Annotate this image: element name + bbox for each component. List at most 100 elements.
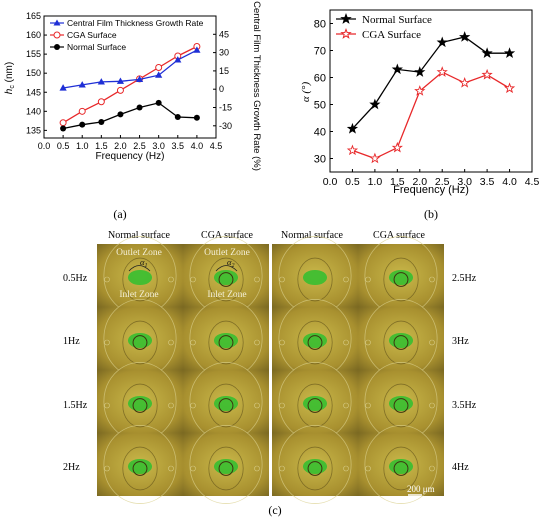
cavitation-ring bbox=[393, 398, 409, 413]
debris-dot bbox=[279, 276, 285, 283]
debris-dot bbox=[168, 402, 174, 409]
panel-b-ytick-label: 80 bbox=[314, 19, 326, 31]
normal-star-point bbox=[503, 47, 516, 58]
debris-dot bbox=[429, 465, 435, 472]
header-cga-right: CGA surface bbox=[373, 230, 425, 241]
debris-dot bbox=[254, 465, 260, 472]
normal-surface-point bbox=[98, 118, 105, 125]
cavitation-ring bbox=[393, 272, 409, 287]
legend-filled-circle-marker bbox=[54, 44, 60, 50]
legend-b-normal-label: Normal Surface bbox=[362, 14, 432, 26]
meniscus-outline bbox=[208, 257, 244, 302]
panel-a-xtick-label: 1.0 bbox=[76, 141, 89, 151]
alpha1-arc bbox=[128, 265, 151, 272]
panel-a-ytick-right-label: 0 bbox=[219, 84, 224, 94]
row-label-right-0: 2.5Hz bbox=[452, 273, 477, 284]
micrograph-tile bbox=[358, 299, 444, 378]
normal-surface-point bbox=[136, 104, 143, 111]
panel-b-ytick-label: 40 bbox=[314, 127, 326, 139]
header-normal-right: Normal surface bbox=[281, 230, 343, 241]
growth-rate-point bbox=[116, 77, 125, 84]
micrograph-tile bbox=[183, 236, 269, 315]
micrograph-tile bbox=[358, 362, 444, 441]
legend-open-star-marker bbox=[340, 27, 352, 39]
micrograph-tile bbox=[272, 236, 358, 315]
inlet-zone-label-cga: Inlet Zone bbox=[207, 290, 246, 300]
cga-star-point bbox=[459, 76, 471, 88]
panel-a-legend: Central Film Thickness Growth Rate CGA S… bbox=[50, 18, 204, 52]
cavitation-ring bbox=[218, 272, 234, 287]
normal-surface-point bbox=[193, 114, 200, 121]
legend-triangle-marker bbox=[53, 19, 61, 26]
panel-a-ytick-right-label: 30 bbox=[219, 48, 229, 58]
growth-rate-point bbox=[97, 78, 105, 85]
alpha1-label: α1 bbox=[140, 257, 147, 269]
cga-star-point bbox=[481, 68, 493, 80]
panel-c-micrographs: Normal surface CGA surface Normal surfac… bbox=[63, 230, 477, 517]
debris-dot bbox=[190, 465, 196, 472]
panel-a-ytick-right-label: -15 bbox=[219, 103, 232, 113]
contact-zone bbox=[388, 458, 414, 475]
panel-a-xtick-label: 4.0 bbox=[191, 141, 204, 151]
panel-a-ytick-right-label: 45 bbox=[219, 29, 229, 39]
meniscus-outline bbox=[297, 383, 333, 428]
contact-zone bbox=[302, 269, 328, 286]
meniscus-outline bbox=[122, 257, 158, 302]
micrograph-tile bbox=[183, 425, 269, 504]
contact-zone bbox=[213, 458, 239, 475]
contact-zone bbox=[213, 332, 239, 349]
panel-a-chart: 0.0 0.5 1.0 1.5 2.0 2.5 3.0 3.5 4.0 4.5 135 140 145… bbox=[4, 1, 262, 171]
meniscus-outline bbox=[208, 446, 244, 491]
normal-star-point bbox=[436, 36, 448, 48]
row-label-left-2: 1.5Hz bbox=[63, 400, 88, 411]
contact-zone bbox=[302, 332, 328, 349]
series-line-normal-surface bbox=[351, 36, 510, 130]
contact-outline bbox=[189, 425, 263, 504]
normal-star-point bbox=[391, 63, 403, 75]
debris-dot bbox=[104, 276, 110, 283]
panel-b-xtick-label: 0.0 bbox=[323, 176, 338, 188]
meniscus-outline bbox=[383, 320, 419, 365]
panel-b-plot-frame bbox=[329, 9, 533, 173]
growth-rate-point bbox=[78, 81, 86, 88]
panel-a-xtick-label: 4.5 bbox=[210, 141, 223, 151]
micrograph-tile bbox=[272, 299, 358, 378]
debris-dot bbox=[254, 402, 260, 409]
row-label-left-3: 2Hz bbox=[63, 462, 80, 473]
debris-dot bbox=[279, 339, 285, 346]
row-label-left-0: 0.5Hz bbox=[63, 273, 88, 284]
debris-dot bbox=[343, 402, 349, 409]
series-line-cga-surface bbox=[352, 71, 510, 160]
cavitation-ring bbox=[307, 398, 323, 413]
panel-b-xtick-label: 2.0 bbox=[412, 176, 427, 188]
panel-a-plot-frame bbox=[43, 15, 217, 139]
micrograph-tile bbox=[358, 425, 444, 504]
meniscus-outline bbox=[383, 446, 419, 491]
debris-dot bbox=[168, 276, 174, 283]
cga-star-point bbox=[346, 144, 359, 156]
panel-b-xtick-label: 2.5 bbox=[435, 176, 450, 188]
panel-a-ytick-left-label: 160 bbox=[26, 30, 41, 40]
normal-surface-point bbox=[79, 121, 86, 128]
contact-zone bbox=[127, 458, 153, 475]
legend-b-cga-label: CGA Surface bbox=[362, 29, 421, 41]
panel-a-ytick-left-label: 145 bbox=[26, 87, 41, 97]
panel-a-xtick-label: 2.5 bbox=[133, 141, 146, 151]
meniscus-outline bbox=[208, 383, 244, 428]
cga-star-point bbox=[369, 152, 381, 164]
debris-dot bbox=[429, 339, 435, 346]
debris-dot bbox=[168, 465, 174, 472]
meniscus-outline bbox=[383, 257, 419, 302]
debris-dot bbox=[104, 402, 110, 409]
contact-zone bbox=[302, 458, 328, 475]
panel-b-ylabel: α (°) bbox=[300, 82, 312, 103]
panel-b-xtick-label: 4.5 bbox=[525, 176, 540, 188]
panel-b-xtick-label: 4.0 bbox=[502, 176, 517, 188]
panel-b-caption: (b) bbox=[424, 207, 438, 221]
panel-b-xtick-label: 1.5 bbox=[390, 176, 405, 188]
legend-cga-label: CGA Surface bbox=[67, 30, 117, 40]
contact-zone bbox=[213, 395, 239, 412]
meniscus-outline bbox=[297, 446, 333, 491]
debris-dot bbox=[279, 465, 285, 472]
